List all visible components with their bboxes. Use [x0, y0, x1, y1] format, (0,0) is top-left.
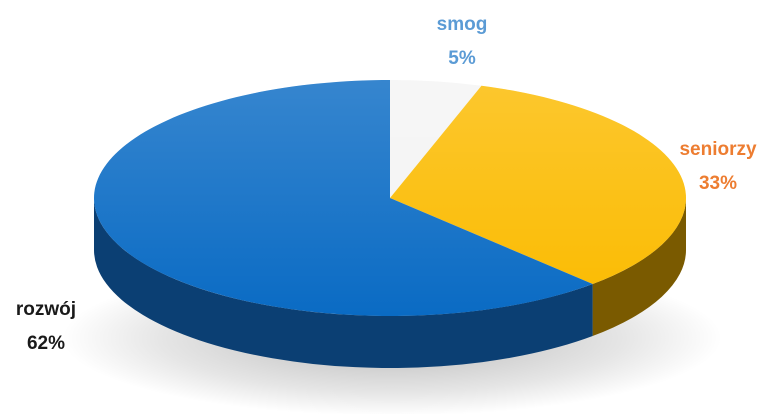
slice-label-smog: smog	[437, 14, 488, 35]
slice-label-seniorzy: seniorzy	[679, 139, 757, 160]
slice-percent-rozwój: 62%	[27, 333, 65, 354]
slice-percent-seniorzy: 33%	[699, 173, 737, 194]
pie-side-seniorzy	[592, 198, 686, 337]
slice-percent-smog: 5%	[448, 48, 476, 69]
slice-label-rozwój: rozwój	[16, 299, 76, 320]
pie-labels: smog 5% seniorzy 33% rozwój 62%	[16, 14, 757, 354]
pie-top-shine	[94, 80, 686, 316]
pie-tops	[93, 80, 686, 316]
pie-side-rozwój	[94, 198, 593, 368]
pie-sides	[94, 198, 686, 368]
